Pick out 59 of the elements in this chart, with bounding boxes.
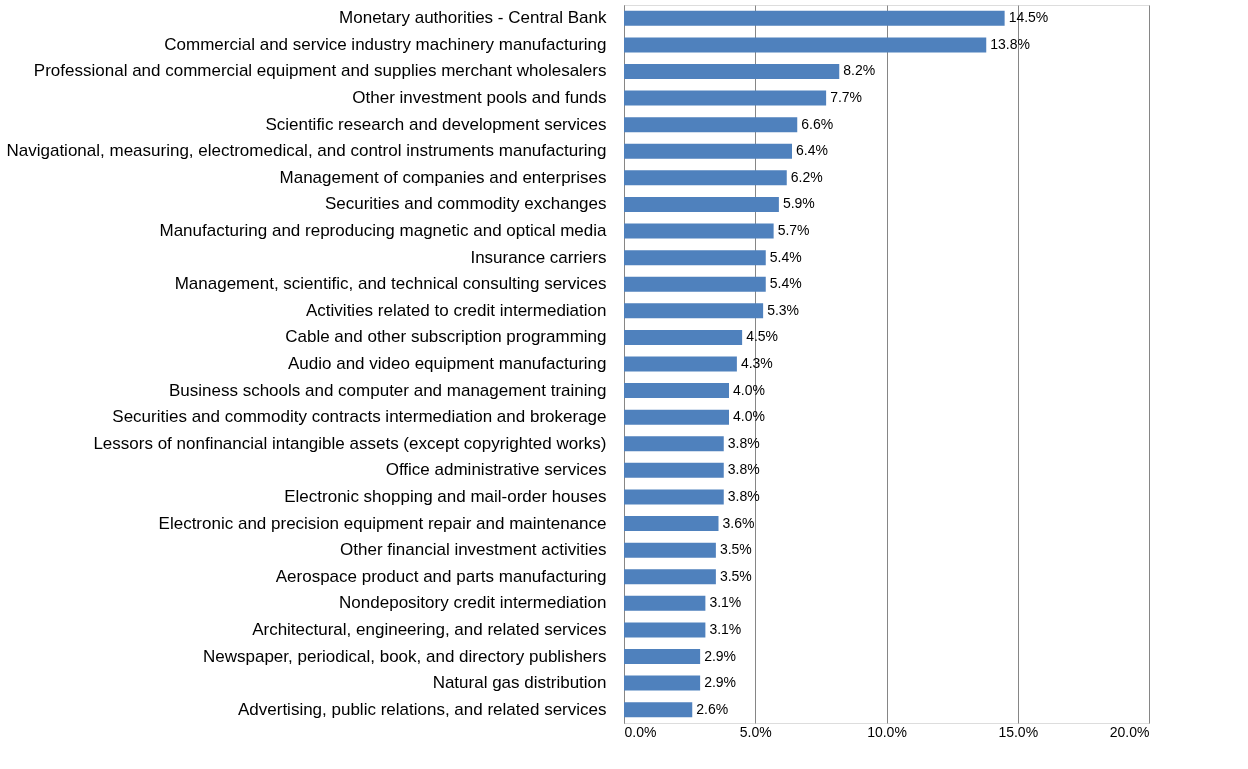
data-label: 5.4% (769, 275, 802, 292)
x-tick-label: 10.0% (867, 723, 907, 740)
y-tick-label: Securities and commodity exchanges (324, 194, 607, 214)
y-tick-label: Professional and commercial equipment and supplies merchant wholesalers (33, 61, 607, 81)
y-tick-label: Natural gas distribution (432, 673, 607, 693)
data-label: 3.5% (719, 541, 752, 558)
y-tick-label: Aerospace product and parts manufacturing (275, 566, 607, 586)
data-label: 7.7% (830, 89, 863, 106)
y-tick-label: Nondepository credit intermediation (339, 593, 607, 613)
data-label: 4.5% (746, 328, 779, 345)
data-label: 2.6% (696, 700, 729, 717)
data-label: 13.8% (990, 35, 1030, 52)
data-label: 4.0% (733, 381, 765, 398)
x-tick-label: 15.0% (998, 723, 1039, 740)
data-label: 6.4% (796, 142, 828, 159)
y-tick-label: Management of companies and enterprises (279, 167, 607, 187)
data-label: 3.8% (727, 434, 760, 451)
y-tick-label: Advertising, public relations, and related services (237, 699, 607, 719)
data-label: 5.4% (769, 248, 802, 265)
data-label: 2.9% (704, 674, 737, 691)
data-label: 3.8% (727, 487, 760, 504)
data-label: 3.5% (719, 567, 752, 584)
data-label: 5.9% (782, 195, 815, 212)
data-label: 4.0% (733, 408, 765, 425)
y-tick-label: Office administrative services (385, 460, 607, 480)
x-tick-label: 20.0% (1109, 723, 1150, 740)
y-tick-label: Securities and commodity contracts intermediation and brokerage (112, 407, 607, 427)
y-tick-label: Monetary authorities - Central Bank (339, 8, 607, 28)
y-tick-label: Electronic and precision equipment repair and maintenance (158, 513, 607, 533)
data-label: 3.8% (727, 461, 760, 478)
y-tick-label: Lessors of nonfinancial intangible assets (except copyrighted works) (93, 433, 607, 453)
data-label: 2.9% (704, 647, 737, 664)
data-label: 3.6% (722, 514, 755, 531)
y-tick-label: Manufacturing and reproducing magnetic and optical media (159, 221, 608, 241)
y-tick-label: Activities related to credit intermediation (306, 300, 607, 320)
y-tick-label: Scientific research and development services (265, 114, 607, 134)
data-label: 3.1% (709, 594, 742, 611)
x-tick-label: 0.0% (624, 723, 657, 740)
y-tick-label: Other investment pools and funds (352, 88, 607, 108)
y-tick-label: Newspaper, periodical, book, and directory publishers (202, 646, 607, 666)
data-label: 3.1% (709, 620, 742, 637)
y-tick-label: Insurance carriers (470, 247, 607, 267)
y-tick-label: Other financial investment activities (340, 540, 607, 560)
y-tick-label: Audio and video equipment manufacturing (288, 354, 607, 373)
y-tick-label: Architectural, engineering, and related services (252, 619, 607, 639)
y-tick-label: Commercial and service industry machinery manufacturing (164, 34, 607, 54)
data-label: 4.3% (740, 355, 773, 371)
y-tick-label: Management, scientific, and technical consulting services (174, 274, 607, 294)
data-label: 8.2% (843, 62, 876, 79)
data-label: 6.2% (790, 168, 823, 185)
y-tick-label: Business schools and computer and management training (168, 380, 607, 400)
data-label: 14.5% (1008, 9, 1049, 26)
data-label: 5.7% (777, 222, 810, 239)
y-tick-label: Electronic shopping and mail-order houses (284, 486, 607, 506)
y-tick-label: Cable and other subscription programming (285, 327, 607, 347)
y-tick-label: Navigational, measuring, electromedical, and control instruments manufacturing (6, 141, 607, 161)
data-label: 5.3% (767, 301, 800, 318)
data-label: 6.6% (801, 115, 834, 132)
x-tick-label: 5.0% (739, 723, 772, 740)
